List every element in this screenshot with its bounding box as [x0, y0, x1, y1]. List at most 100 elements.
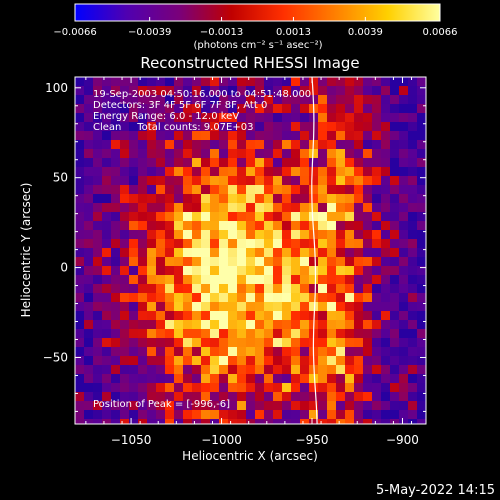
- heatmap-cell: [237, 176, 247, 186]
- heatmap-cell: [156, 356, 166, 366]
- heatmap-cell: [129, 338, 139, 348]
- heatmap-cell: [363, 383, 373, 393]
- heatmap-cell: [111, 284, 121, 294]
- heatmap-cell: [264, 212, 274, 222]
- heatmap-cell: [273, 104, 283, 114]
- heatmap-cell: [156, 140, 166, 150]
- heatmap-cell: [174, 401, 184, 411]
- heatmap-cell: [363, 149, 373, 159]
- heatmap-cell: [165, 104, 175, 114]
- heatmap-cell: [291, 176, 301, 186]
- heatmap-cell: [210, 122, 220, 132]
- heatmap-cell: [417, 311, 426, 321]
- heatmap-cell: [381, 374, 391, 384]
- heatmap-cell: [363, 131, 373, 141]
- annotation-block: 19-Sep-2003 04:50:16.000 to 04:51:48.000…: [93, 89, 311, 133]
- heatmap-cell: [183, 95, 193, 105]
- heatmap-cell: [327, 77, 337, 87]
- heatmap-cell: [318, 140, 328, 150]
- heatmap-cell: [156, 221, 166, 231]
- heatmap-cell: [156, 284, 166, 294]
- y-tick-label: 100: [45, 81, 68, 95]
- heatmap-cell: [399, 275, 409, 285]
- heatmap-cell: [264, 158, 274, 168]
- heatmap-cell: [201, 230, 211, 240]
- heatmap-cell: [417, 140, 426, 150]
- heatmap-cell: [174, 185, 184, 195]
- heatmap-cell: [282, 239, 292, 249]
- heatmap-cell: [363, 365, 373, 375]
- heatmap-cell: [93, 122, 103, 132]
- heatmap-cell: [192, 77, 202, 87]
- heatmap-cell: [183, 311, 193, 321]
- heatmap-cell: [345, 167, 355, 177]
- heatmap-cell: [255, 86, 265, 96]
- heatmap-cell: [156, 77, 166, 87]
- heatmap-cell: [309, 284, 319, 294]
- heatmap-cell: [246, 158, 256, 168]
- heatmap-cell: [354, 284, 364, 294]
- heatmap-cell: [318, 392, 328, 402]
- heatmap-cell: [246, 320, 256, 330]
- heatmap-cell: [201, 266, 211, 276]
- heatmap-cell: [192, 104, 202, 114]
- heatmap-cell: [246, 302, 256, 312]
- heatmap-cell: [156, 185, 166, 195]
- heatmap-cell: [129, 203, 139, 213]
- heatmap-cell: [147, 356, 157, 366]
- heatmap-cell: [129, 383, 139, 393]
- heatmap-cell: [354, 320, 364, 330]
- heatmap-cell: [354, 77, 364, 87]
- heatmap-cell: [219, 419, 229, 424]
- heatmap-cell: [192, 185, 202, 195]
- heatmap-cell: [390, 419, 400, 424]
- heatmap-cell: [147, 320, 157, 330]
- heatmap-cell: [264, 86, 274, 96]
- heatmap-cell: [237, 257, 247, 267]
- heatmap-cell: [417, 392, 426, 402]
- heatmap-cell: [336, 212, 346, 222]
- heatmap-cell: [246, 338, 256, 348]
- heatmap-cell: [399, 158, 409, 168]
- heatmap-cell: [363, 221, 373, 231]
- heatmap-cell: [408, 410, 418, 420]
- heatmap-cell: [390, 266, 400, 276]
- heatmap-cell: [255, 257, 265, 267]
- heatmap-cell: [300, 338, 310, 348]
- heatmap-cell: [363, 203, 373, 213]
- heatmap-cell: [219, 140, 229, 150]
- heatmap-cell: [372, 86, 382, 96]
- heatmap-cell: [183, 329, 193, 339]
- heatmap-cell: [327, 401, 337, 411]
- heatmap-cell: [291, 131, 301, 141]
- heatmap-cell: [147, 113, 157, 123]
- heatmap-cell: [327, 113, 337, 123]
- heatmap-cell: [390, 275, 400, 285]
- heatmap-cell: [138, 419, 148, 424]
- heatmap-cell: [210, 311, 220, 321]
- heatmap-cell: [147, 104, 157, 114]
- heatmap-cell: [282, 338, 292, 348]
- heatmap-cell: [264, 275, 274, 285]
- heatmap-cell: [327, 284, 337, 294]
- heatmap-cell: [363, 419, 373, 424]
- heatmap-cell: [354, 329, 364, 339]
- heatmap-cell: [93, 383, 103, 393]
- heatmap-cell: [408, 401, 418, 411]
- heatmap-cell: [291, 356, 301, 366]
- heatmap-cell: [75, 185, 85, 195]
- heatmap-cell: [75, 383, 85, 393]
- heatmap-cell: [345, 302, 355, 312]
- heatmap-cell: [282, 410, 292, 420]
- heatmap-cell: [318, 212, 328, 222]
- heatmap-cell: [372, 203, 382, 213]
- heatmap-cell: [408, 266, 418, 276]
- heatmap-cell: [210, 140, 220, 150]
- heatmap-cell: [291, 140, 301, 150]
- heatmap-cell: [264, 248, 274, 258]
- heatmap-cell: [93, 176, 103, 186]
- heatmap-cell: [399, 284, 409, 294]
- heatmap-cell: [219, 239, 229, 249]
- heatmap-cell: [210, 356, 220, 366]
